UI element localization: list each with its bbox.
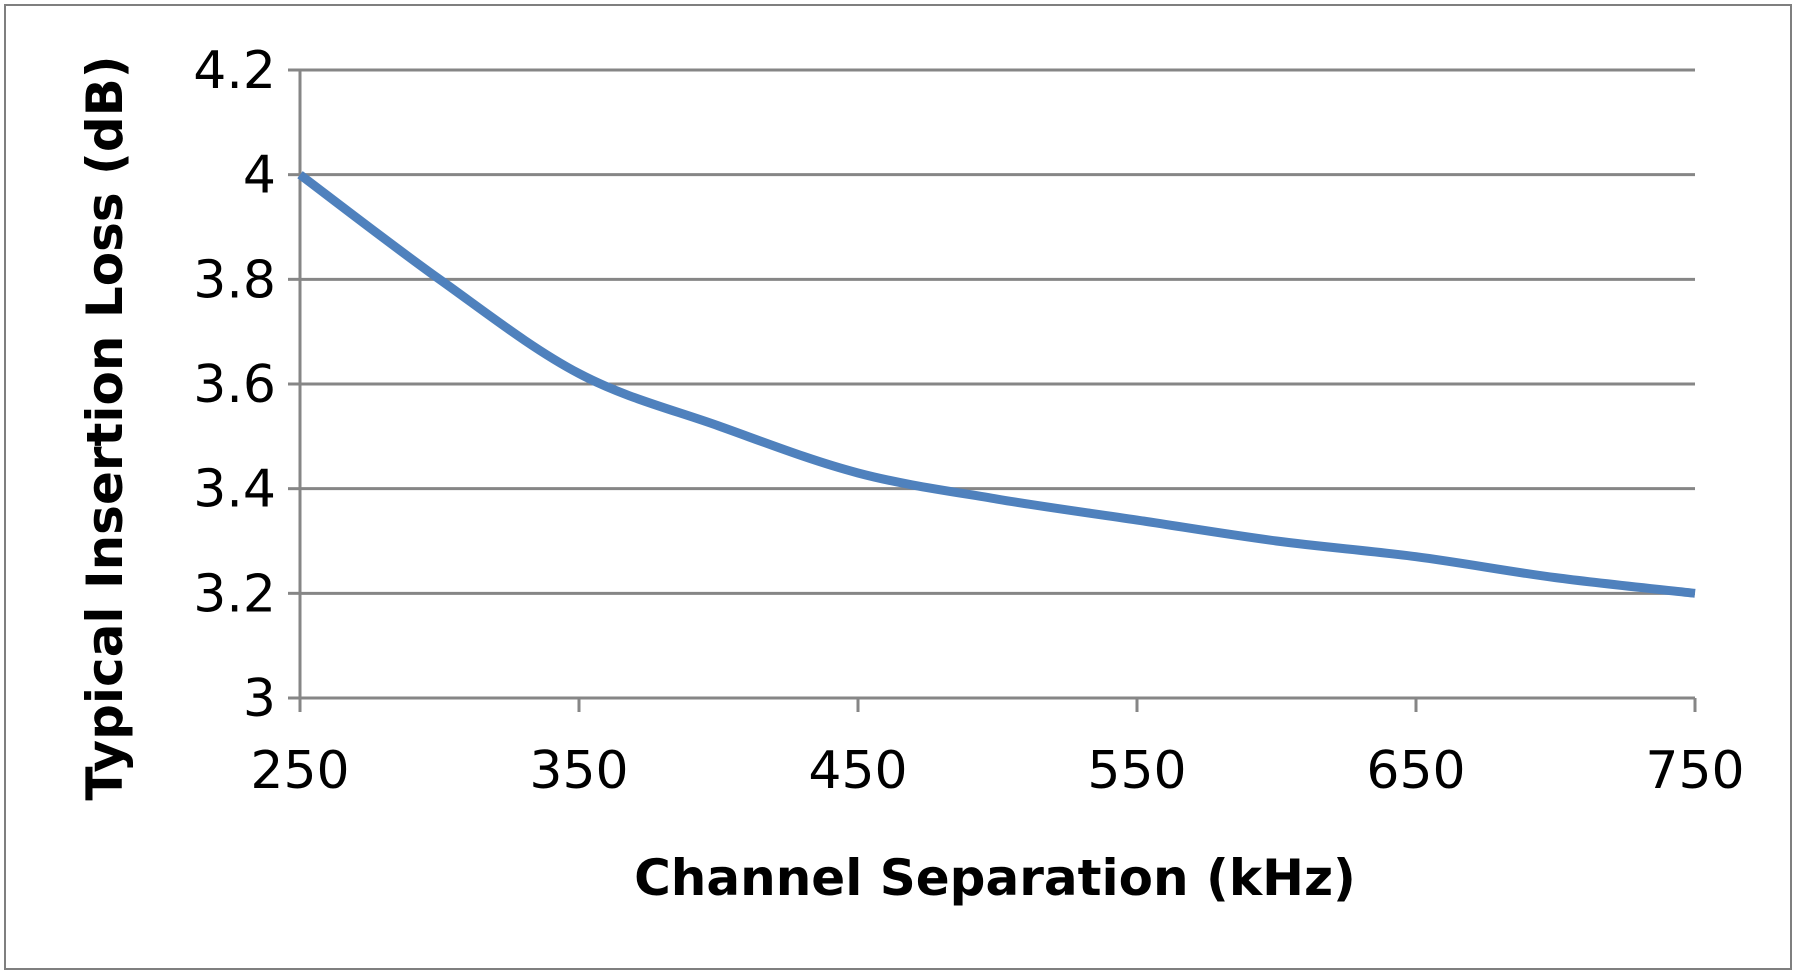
y-tick-label: 3.6	[193, 355, 276, 415]
x-tick-label: 550	[1087, 741, 1186, 801]
x-tick-label: 750	[1645, 741, 1744, 801]
x-tick-label: 350	[529, 741, 628, 801]
tick-labels: 3 3.2 3.4 3.6 3.8 4 4.2 250 350 450 550 650 750	[193, 41, 1744, 801]
x-tick-label: 450	[808, 741, 907, 801]
gridlines	[300, 68, 1695, 595]
y-tick-label: 3	[243, 669, 276, 729]
axes	[288, 68, 1697, 712]
y-tick-label: 3.2	[193, 564, 276, 624]
x-tick-label: 650	[1366, 741, 1465, 801]
y-tick-label: 3.4	[193, 460, 276, 520]
chart-frame	[4, 4, 1792, 970]
y-axis-title: Typical Insertion Loss (dB)	[76, 55, 134, 800]
x-tick-label: 250	[250, 741, 349, 801]
y-tick-label: 4	[243, 146, 276, 206]
series-layer	[297, 171, 1696, 598]
series-line-0	[297, 171, 1696, 598]
y-tick-label: 4.2	[193, 41, 276, 101]
x-axis-title: Channel Separation (kHz)	[634, 849, 1356, 907]
y-tick-label: 3.8	[193, 250, 276, 310]
